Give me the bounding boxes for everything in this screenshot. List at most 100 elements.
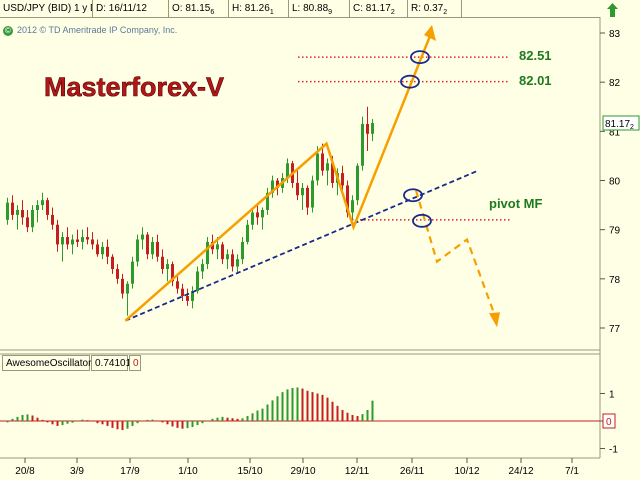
candle-body <box>241 241 244 260</box>
candle-body <box>121 278 124 294</box>
candle-body <box>46 200 49 215</box>
candle-body <box>96 244 99 255</box>
candle-body <box>191 291 194 301</box>
price-tick-label: 81 <box>609 127 621 138</box>
date-tick-label: 1/10 <box>178 466 198 477</box>
low-label: L: 80.889 <box>289 0 350 17</box>
candle-body <box>166 264 169 269</box>
date-tick-label: 29/10 <box>290 466 315 477</box>
candle-body <box>236 259 239 267</box>
candle-body <box>206 241 209 265</box>
price-axis: 77 78 79 80 81 82 83 <box>600 29 621 335</box>
oscillator-name[interactable]: AwesomeOscillator <box>2 355 91 371</box>
downtrend-arrowhead <box>489 312 500 328</box>
candle-body <box>286 163 289 179</box>
candle-body <box>361 123 364 166</box>
price-tick-label: 83 <box>609 29 621 40</box>
candle-body <box>306 187 309 208</box>
annotation-layer <box>124 25 510 328</box>
date-tick-label: 20/8 <box>15 466 35 477</box>
open-label: O: 81.156 <box>169 0 229 17</box>
date-tick-label: 7/1 <box>565 466 579 477</box>
candle-body <box>6 202 9 220</box>
date-tick-label: 12/11 <box>345 466 370 477</box>
price-tick-label: 82 <box>609 78 621 89</box>
candle-body <box>266 192 269 210</box>
candle-body <box>151 241 154 255</box>
candle-body <box>171 264 174 282</box>
candle-body <box>356 165 359 201</box>
candle-body <box>271 180 274 193</box>
candle-body <box>181 288 184 297</box>
candle-body <box>331 163 334 183</box>
level1-label: 82.51 <box>519 48 552 63</box>
level2-label: 82.01 <box>519 73 552 88</box>
candle-body <box>36 205 39 210</box>
candle-body <box>351 200 354 213</box>
candle-body <box>346 185 349 213</box>
copyright-row: © 2012 © TD Ameritrade IP Company, Inc. <box>3 25 177 36</box>
candle-body <box>161 256 164 269</box>
candle-body <box>321 153 324 171</box>
osc-tick-label: 1 <box>609 390 615 401</box>
candle-body <box>326 163 329 171</box>
candle-body <box>101 246 104 255</box>
close-label: C: 81.172 <box>350 0 408 17</box>
candle-body <box>131 261 134 284</box>
candle-body <box>226 254 229 260</box>
candle-body <box>41 200 44 206</box>
green-circle-icon: © <box>3 25 13 36</box>
svg-text:81.172: 81.172 <box>605 119 634 131</box>
candle-body <box>141 234 144 240</box>
oscillator-layer <box>0 387 600 431</box>
candle-body <box>261 210 264 218</box>
candle-body <box>136 239 139 262</box>
ellipse-marker-icon <box>410 50 430 64</box>
candle-body <box>316 153 319 181</box>
price-tick-label: 80 <box>609 177 621 188</box>
osc-zero-tag <box>602 413 616 429</box>
candle-body <box>201 264 204 272</box>
candle-body <box>216 244 219 250</box>
candle-body <box>61 237 64 245</box>
candle-body <box>71 239 74 245</box>
ellipse-marker-icon <box>400 74 420 89</box>
candle-body <box>196 271 199 292</box>
candle-body <box>26 217 29 228</box>
oscillator-value: 0.74101 <box>91 355 131 371</box>
candle-body <box>251 212 254 225</box>
candle-body <box>176 281 179 289</box>
uptrend-arrowhead <box>424 25 436 41</box>
osc-tick-label: -1 <box>609 445 618 456</box>
price-tick-label: 78 <box>609 275 621 286</box>
up-arrow-icon[interactable] <box>606 2 619 18</box>
downtrend-path <box>414 190 496 314</box>
candle-body <box>276 180 279 188</box>
symbol-label[interactable]: USD/JPY (BID) 1 y D <box>0 0 93 17</box>
candle-body <box>246 224 249 242</box>
candle-body <box>186 296 189 301</box>
candle-body <box>11 202 14 215</box>
candle-body <box>371 122 374 134</box>
candle-body <box>116 269 119 279</box>
candle-body <box>256 212 259 218</box>
range-label: R: 0.372 <box>408 0 462 17</box>
copyright-text: 2012 © TD Ameritrade IP Company, Inc. <box>17 25 178 35</box>
date-tick-label: 15/10 <box>237 466 262 477</box>
candle-body <box>146 234 149 255</box>
oscillator-axis: 1 0 -1 <box>600 390 618 456</box>
quote-header: USD/JPY (BID) 1 y D D: 16/11/12 O: 81.15… <box>0 0 600 18</box>
candle-body <box>76 239 79 242</box>
candle-body <box>86 237 89 240</box>
candle-body <box>221 244 224 260</box>
ellipse-marker-icon <box>403 188 423 203</box>
price-tick-label: 77 <box>609 324 621 335</box>
candle-body <box>111 256 114 269</box>
date-tick-label: 17/9 <box>120 466 140 477</box>
candle-body <box>126 283 129 294</box>
candle-body <box>106 246 109 257</box>
osc-tick-label: 0 <box>606 417 612 428</box>
date-label: D: 16/11/12 <box>93 0 169 17</box>
date-tick-label: 3/9 <box>70 466 84 477</box>
